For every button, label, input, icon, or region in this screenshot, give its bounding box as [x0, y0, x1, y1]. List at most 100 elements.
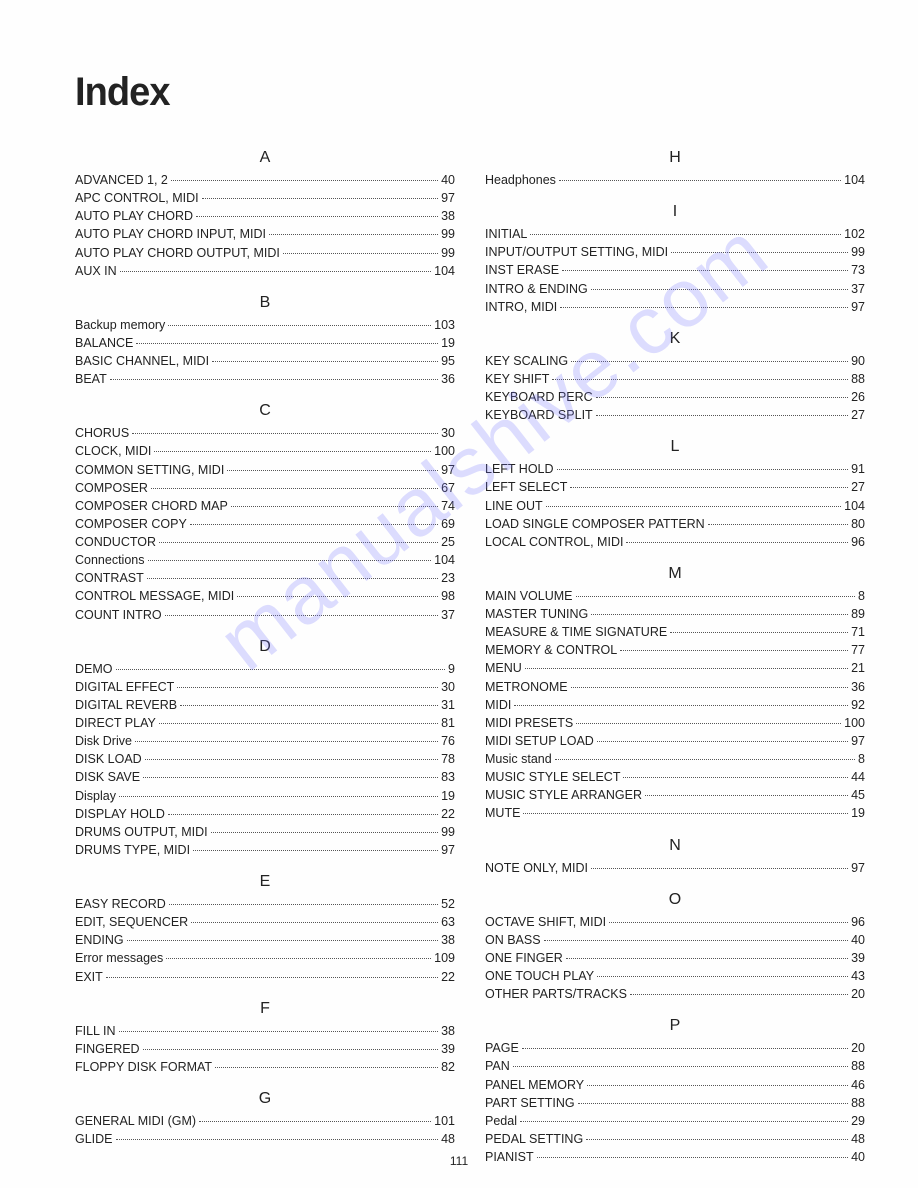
entry-label: PART SETTING: [485, 1094, 575, 1112]
index-entry: MEASURE & TIME SIGNATURE71: [485, 623, 865, 641]
entry-page: 30: [441, 424, 455, 442]
entry-label: MUTE: [485, 804, 520, 822]
leader-dots: [169, 904, 438, 905]
entry-page: 104: [434, 262, 455, 280]
entry-page: 100: [844, 714, 865, 732]
index-entry: AUX IN104: [75, 262, 455, 280]
entry-page: 77: [851, 641, 865, 659]
index-entry: METRONOME36: [485, 678, 865, 696]
entry-page: 80: [851, 515, 865, 533]
entry-page: 46: [851, 1076, 865, 1094]
index-entry: EDIT, SEQUENCER63: [75, 913, 455, 931]
entry-label: COMMON SETTING, MIDI: [75, 461, 224, 479]
index-entry: EXIT22: [75, 968, 455, 986]
entry-label: FINGERED: [75, 1040, 140, 1058]
entry-label: MENU: [485, 659, 522, 677]
index-entry: COMMON SETTING, MIDI 97: [75, 461, 455, 479]
entry-label: DIGITAL EFFECT: [75, 678, 174, 696]
index-entry: KEY SHIFT88: [485, 370, 865, 388]
entry-page: 102: [844, 225, 865, 243]
leader-dots: [597, 741, 848, 742]
columns: AADVANCED 1, 240APC CONTROL, MIDI97AUTO …: [75, 135, 868, 1166]
index-entry: LEFT HOLD91: [485, 460, 865, 478]
section-head: A: [75, 149, 455, 167]
section-head: P: [485, 1017, 865, 1035]
entry-page: 40: [441, 171, 455, 189]
index-entry: INPUT/OUTPUT SETTING, MIDI99: [485, 243, 865, 261]
leader-dots: [166, 958, 431, 959]
section-head: N: [485, 837, 865, 855]
index-entry: DIRECT PLAY81: [75, 714, 455, 732]
index-entry: AUTO PLAY CHORD38: [75, 207, 455, 225]
entry-label: Music stand: [485, 750, 552, 768]
section-head: M: [485, 565, 865, 583]
entry-label: Connections: [75, 551, 145, 569]
index-entry: PEDAL SETTING48: [485, 1130, 865, 1148]
entry-page: 37: [851, 280, 865, 298]
entry-page: 89: [851, 605, 865, 623]
entry-label: BALANCE: [75, 334, 133, 352]
entry-page: 63: [441, 913, 455, 931]
leader-dots: [159, 542, 438, 543]
leader-dots: [190, 524, 438, 525]
leader-dots: [110, 379, 438, 380]
section-head: O: [485, 891, 865, 909]
leader-dots: [168, 325, 431, 326]
leader-dots: [211, 832, 438, 833]
leader-dots: [670, 632, 848, 633]
leader-dots: [571, 361, 848, 362]
entry-label: FILL IN: [75, 1022, 116, 1040]
entry-page: 97: [441, 461, 455, 479]
entry-page: 69: [441, 515, 455, 533]
index-entry: LEFT SELECT27: [485, 478, 865, 496]
entry-label: BEAT: [75, 370, 107, 388]
index-entry: Connections104: [75, 551, 455, 569]
index-entry: ONE TOUCH PLAY43: [485, 967, 865, 985]
index-entry: KEY SCALING90: [485, 352, 865, 370]
entry-page: 88: [851, 1057, 865, 1075]
entry-page: 36: [441, 370, 455, 388]
leader-dots: [626, 542, 848, 543]
leader-dots: [143, 777, 438, 778]
entry-label: AUTO PLAY CHORD OUTPUT, MIDI: [75, 244, 280, 262]
section-head: H: [485, 149, 865, 167]
entry-label: EXIT: [75, 968, 103, 986]
index-entry: CONDUCTOR25: [75, 533, 455, 551]
index-entry: OTHER PARTS/TRACKS20: [485, 985, 865, 1003]
entry-label: KEYBOARD PERC: [485, 388, 593, 406]
entry-page: 8: [858, 750, 865, 768]
entry-label: INTRO & ENDING: [485, 280, 588, 298]
entry-page: 101: [434, 1112, 455, 1130]
leader-dots: [560, 307, 848, 308]
entry-label: COMPOSER CHORD MAP: [75, 497, 228, 515]
index-entry: DISPLAY HOLD22: [75, 805, 455, 823]
entry-page: 103: [434, 316, 455, 334]
index-entry: FLOPPY DISK FORMAT82: [75, 1058, 455, 1076]
leader-dots: [180, 705, 438, 706]
leader-dots: [193, 850, 438, 851]
entry-label: OCTAVE SHIFT, MIDI: [485, 913, 606, 931]
entry-label: ADVANCED 1, 2: [75, 171, 168, 189]
index-entry: COMPOSER67: [75, 479, 455, 497]
index-entry: BASIC CHANNEL, MIDI95: [75, 352, 455, 370]
leader-dots: [587, 1085, 848, 1086]
entry-page: 109: [434, 949, 455, 967]
entry-page: 88: [851, 370, 865, 388]
entry-page: 37: [441, 606, 455, 624]
leader-dots: [530, 234, 841, 235]
entry-page: 44: [851, 768, 865, 786]
entry-label: Disk Drive: [75, 732, 132, 750]
index-entry: ADVANCED 1, 2 40: [75, 171, 455, 189]
entry-label: ENDING: [75, 931, 124, 949]
entry-page: 97: [441, 841, 455, 859]
leader-dots: [168, 814, 438, 815]
entry-page: 43: [851, 967, 865, 985]
index-entry: CHORUS30: [75, 424, 455, 442]
entry-label: AUTO PLAY CHORD: [75, 207, 193, 225]
entry-page: 104: [844, 171, 865, 189]
leader-dots: [154, 451, 431, 452]
entry-page: 26: [851, 388, 865, 406]
entry-label: COMPOSER: [75, 479, 148, 497]
index-entry: DIGITAL EFFECT30: [75, 678, 455, 696]
leader-dots: [576, 723, 841, 724]
